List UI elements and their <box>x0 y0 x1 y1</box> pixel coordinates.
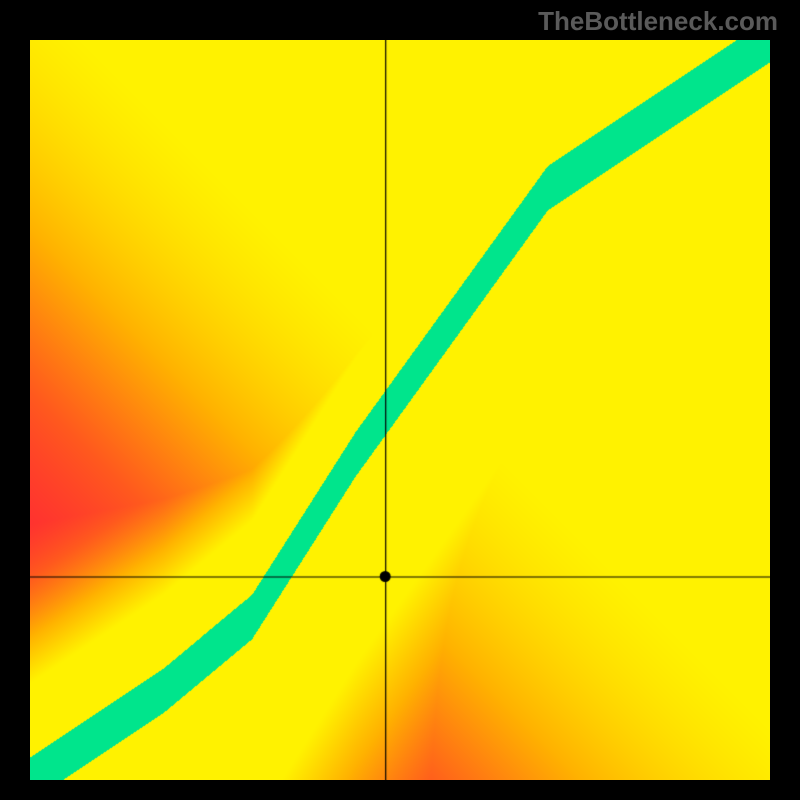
watermark-text: TheBottleneck.com <box>538 6 778 37</box>
bottleneck-heatmap <box>30 40 770 780</box>
chart-container: { "page": { "width": 800, "height": 800,… <box>0 0 800 800</box>
